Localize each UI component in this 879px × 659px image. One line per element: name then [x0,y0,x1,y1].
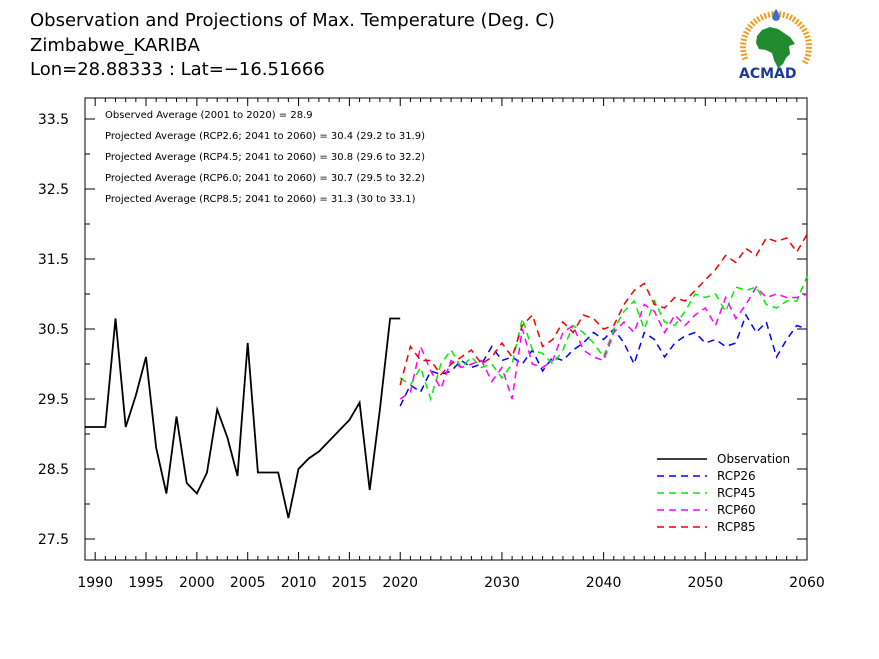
sun-ray [778,11,782,18]
legend: Observation RCP26 RCP45 RCP60 RCP85 [657,452,790,534]
annotations: Observed Average (2001 to 2020) = 28.9 P… [105,110,425,205]
sun-ray [744,27,752,32]
africa-map-icon [756,27,795,68]
annotation-observed-average: Observed Average (2001 to 2020) = 28.9 [105,110,313,121]
x-tick-label: 2000 [179,575,215,591]
y-tick-label: 33.5 [38,112,69,128]
series-line-rcp26 [399,313,808,407]
sun-ray [805,50,812,53]
sun-ray [752,18,759,25]
logo-text: ACMAD [739,66,797,82]
sun-ray [802,31,810,36]
water-drop-icon [772,9,780,21]
sun-ray [791,16,797,23]
y-tick-label: 28.5 [38,462,69,478]
y-tick-label: 31.5 [38,252,69,268]
sun-ray [741,34,748,39]
series-line-rcp60 [399,285,808,400]
axes: 27.5 28.5 29.5 30.5 31.5 32.5 33.5 1990 1995 2000… [38,98,825,591]
sun-ray [788,14,793,21]
annotation-rcp26-average: Projected Average (RCP2.6; 2041 to 2060)… [105,131,425,142]
legend-label-rcp85: RCP85 [717,520,756,534]
x-tick-label: 2005 [230,575,266,591]
legend-label-rcp60: RCP60 [717,503,756,517]
series-line-rcp85 [399,234,808,386]
sun-ray [763,12,768,19]
legend-label-observation: Observation [717,452,790,466]
sun-ray [804,53,812,57]
legend-label-rcp45: RCP45 [717,486,756,500]
x-tick-label: 2030 [484,575,520,591]
sun-ray [741,56,749,61]
acmad-logo: ACMAD [739,9,813,82]
x-tick-label: 2060 [789,575,825,591]
sun-ray [767,11,771,18]
y-tick-label: 27.5 [38,532,69,548]
x-tick-label: 2015 [332,575,368,591]
sun-ray [799,24,806,30]
series-layer [85,234,808,519]
sun-ray [804,34,811,39]
x-tick-label: 2010 [281,575,317,591]
sun-ray [749,20,756,27]
x-tick-label: 2020 [382,575,418,591]
sun-ray [801,27,808,33]
series-line-observation [85,317,401,519]
station-coordinates: Lon=28.88333 : Lat=−16.51666 [30,59,325,80]
sun-ray [782,11,786,19]
sun-ray [740,42,747,45]
sun-ray [740,38,747,42]
x-tick-label: 2050 [687,575,723,591]
sun-ray [802,60,809,65]
annotation-rcp85-average: Projected Average (RCP8.5; 2041 to 2060)… [105,194,416,205]
sun-ray [740,53,748,57]
annotation-rcp45-average: Projected Average (RCP4.5; 2041 to 2060)… [105,152,425,163]
annotation-rcp60-average: Projected Average (RCP6.0; 2041 to 2060)… [105,173,425,184]
sun-ray [740,49,747,53]
series-line-rcp45 [399,276,808,402]
x-tick-label: 1995 [128,575,164,591]
sun-ray [743,30,750,36]
y-tick-label: 32.5 [38,182,69,198]
sun-ray [756,15,761,23]
y-tick-label: 30.5 [38,322,69,338]
sun-ray [805,42,812,46]
y-tick-label: 29.5 [38,392,69,408]
sun-ray [803,56,810,61]
sun-ray [794,18,800,25]
sun-ray [805,38,812,42]
station-name: Zimbabwe_KARIBA [30,35,201,56]
x-tick-label: 1990 [77,575,113,591]
sun-ray [796,21,803,27]
x-tick-label: 2040 [586,575,622,591]
legend-label-rcp26: RCP26 [717,469,756,483]
sun-ray [759,14,765,21]
sun-ray [785,12,790,20]
sun-ray [747,23,754,30]
chart-title: Observation and Projections of Max. Temp… [30,10,555,31]
